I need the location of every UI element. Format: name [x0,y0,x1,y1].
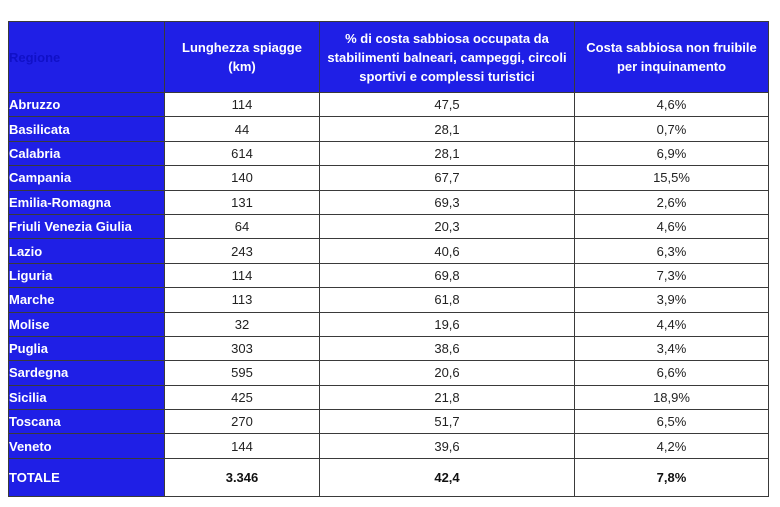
length-cell: 44 [164,116,320,142]
occupied-cell: 51,7 [319,409,575,435]
table-row: Puglia 303 38,6 3,4% [8,335,769,362]
polluted-cell: 7,3% [574,262,769,289]
polluted-cell: 3,4% [574,335,769,362]
table-row: Lazio 243 40,6 6,3% [8,238,769,264]
table-row: Sicilia 425 21,8 18,9% [8,384,769,411]
region-cell: Basilicata [8,116,165,142]
length-cell: 425 [164,384,320,411]
header-polluted: Costa sabbiosa non fruibile per inquinam… [574,21,769,93]
polluted-cell: 4,4% [574,311,769,337]
occupied-cell: 19,6 [319,311,575,337]
occupied-cell: 67,7 [319,165,575,191]
length-cell: 131 [164,189,320,215]
total-occupied: 42,4 [319,457,575,497]
length-cell: 270 [164,409,320,435]
length-cell: 595 [164,360,320,386]
region-cell: Toscana [8,409,165,435]
polluted-cell: 18,9% [574,384,769,411]
header-region: Regione [8,21,165,93]
occupied-cell: 20,3 [319,213,575,240]
region-cell: Marche [8,287,165,313]
header-occupied: % di costa sabbiosa occupata da stabilim… [319,21,575,93]
polluted-cell: 6,9% [574,140,769,167]
length-cell: 64 [164,213,320,240]
polluted-cell: 4,6% [574,213,769,240]
region-cell: Calabria [8,140,165,167]
table-row: Sardegna 595 20,6 6,6% [8,360,769,386]
polluted-cell: 0,7% [574,116,769,142]
occupied-cell: 28,1 [319,140,575,167]
length-cell: 243 [164,238,320,264]
beaches-table: Regione Lunghezza spiagge (km) % di cost… [8,21,769,497]
table-row: Marche 113 61,8 3,9% [8,287,769,313]
length-cell: 32 [164,311,320,337]
region-cell: Sardegna [8,360,165,386]
polluted-cell: 2,6% [574,189,769,215]
occupied-cell: 69,3 [319,189,575,215]
polluted-cell: 15,5% [574,165,769,191]
header-row: Regione Lunghezza spiagge (km) % di cost… [8,21,769,93]
occupied-cell: 20,6 [319,360,575,386]
occupied-cell: 61,8 [319,287,575,313]
length-cell: 303 [164,335,320,362]
table-row: Emilia-Romagna 131 69,3 2,6% [8,189,769,215]
length-cell: 114 [164,262,320,289]
region-cell: Emilia-Romagna [8,189,165,215]
table-row: Toscana 270 51,7 6,5% [8,409,769,435]
region-cell: Molise [8,311,165,337]
occupied-cell: 69,8 [319,262,575,289]
region-cell: Veneto [8,433,165,459]
total-row: TOTALE 3.346 42,4 7,8% [8,457,769,497]
table-row: Friuli Venezia Giulia 64 20,3 4,6% [8,213,769,240]
polluted-cell: 6,3% [574,238,769,264]
total-polluted: 7,8% [574,457,769,497]
region-cell: Lazio [8,238,165,264]
occupied-cell: 38,6 [319,335,575,362]
table-row: Abruzzo 114 47,5 4,6% [8,91,769,118]
table-body: Abruzzo 114 47,5 4,6% Basilicata 44 28,1 0,7% Ca… [8,91,769,497]
region-cell: Abruzzo [8,91,165,118]
total-label: TOTALE [8,457,165,497]
region-cell: Campania [8,165,165,191]
polluted-cell: 6,6% [574,360,769,386]
occupied-cell: 47,5 [319,91,575,118]
occupied-cell: 28,1 [319,116,575,142]
polluted-cell: 6,5% [574,409,769,435]
length-cell: 140 [164,165,320,191]
table-row: Calabria 614 28,1 6,9% [8,140,769,167]
region-cell: Puglia [8,335,165,362]
length-cell: 113 [164,287,320,313]
table-row: Molise 32 19,6 4,4% [8,311,769,337]
occupied-cell: 39,6 [319,433,575,459]
table-row: Campania 140 67,7 15,5% [8,165,769,191]
table-row: Liguria 114 69,8 7,3% [8,262,769,289]
header-length: Lunghezza spiagge (km) [164,21,320,93]
length-cell: 614 [164,140,320,167]
polluted-cell: 3,9% [574,287,769,313]
total-length: 3.346 [164,457,320,497]
region-cell: Liguria [8,262,165,289]
region-cell: Friuli Venezia Giulia [8,213,165,240]
region-cell: Sicilia [8,384,165,411]
polluted-cell: 4,2% [574,433,769,459]
table-row: Basilicata 44 28,1 0,7% [8,116,769,142]
length-cell: 114 [164,91,320,118]
polluted-cell: 4,6% [574,91,769,118]
occupied-cell: 40,6 [319,238,575,264]
table-row: Veneto 144 39,6 4,2% [8,433,769,459]
occupied-cell: 21,8 [319,384,575,411]
length-cell: 144 [164,433,320,459]
